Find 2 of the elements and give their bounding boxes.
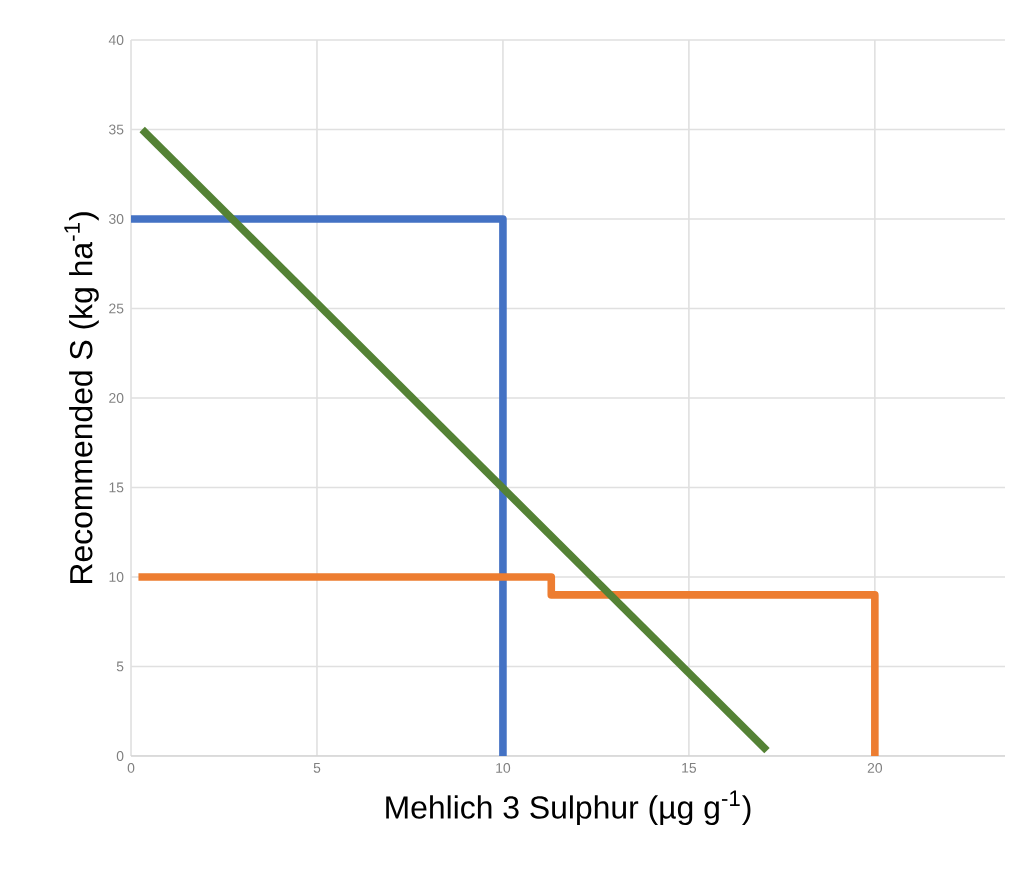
x-axis-title: Mehlich 3 Sulphur (µg g$^{-1}$) — [386, 790, 751, 826]
y-axis-title: Recommended S (kg ha$^{-1}$) — [64, 212, 99, 583]
